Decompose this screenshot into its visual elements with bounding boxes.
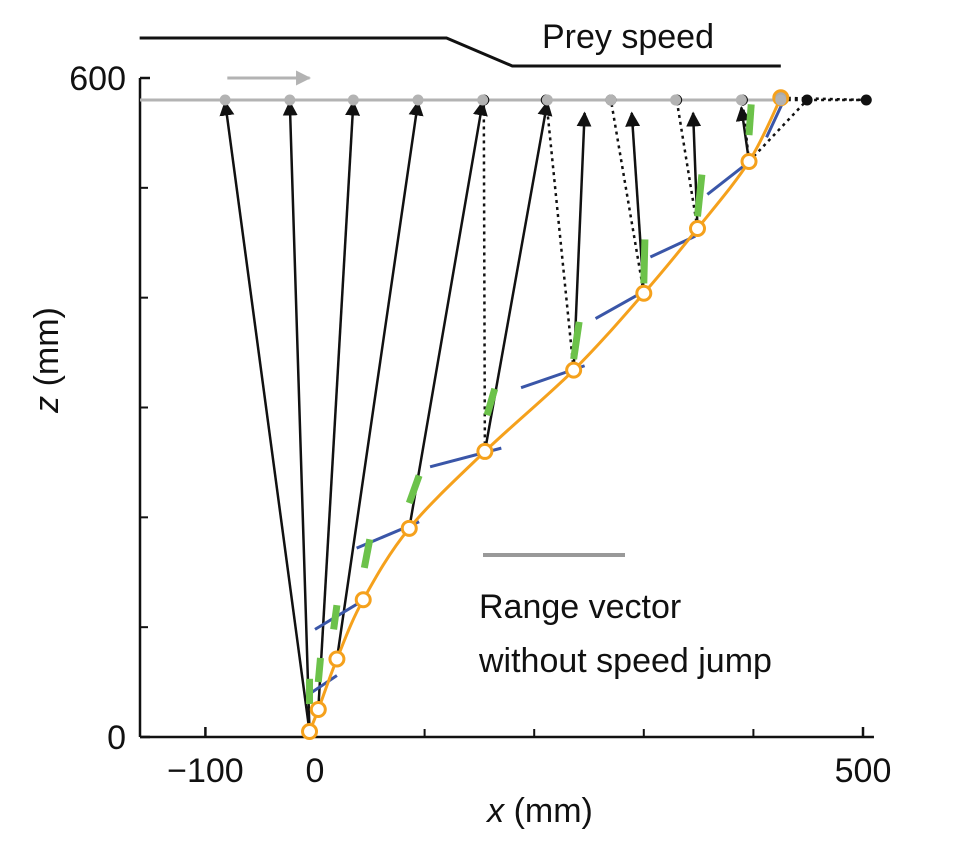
- green-segment: [745, 104, 755, 136]
- prey-position-gray: [219, 94, 231, 106]
- y-axis-tick-labels: 0 600: [69, 60, 126, 757]
- x-tick-label: −100: [167, 752, 244, 790]
- x-tick-label: 0: [306, 752, 325, 790]
- legend: Range vector without speed jump: [478, 553, 772, 680]
- blue-segment: [765, 103, 784, 138]
- range-vectors-solid: [219, 100, 751, 732]
- pursuer-path: [301, 89, 790, 741]
- x-axis-label: x (mm): [485, 792, 593, 830]
- green-segment: [570, 321, 583, 360]
- range-vector-dotted: [482, 99, 487, 452]
- green-segment: [360, 538, 374, 569]
- range-vectors-dotted: [482, 96, 867, 452]
- prey-position-gray: [347, 94, 359, 106]
- range-vector: [317, 100, 361, 710]
- range-vector-dotted: [675, 99, 699, 229]
- green-segment: [483, 387, 499, 417]
- blue-segment: [309, 674, 338, 695]
- prey-speed-indicator: Prey speed: [139, 18, 781, 68]
- y-axis-label-unit: (mm): [28, 307, 66, 396]
- pursuer-position-marker: [309, 701, 327, 719]
- chart-title: Prey speed: [542, 18, 714, 56]
- pursuer-position-marker: [565, 361, 583, 379]
- y-axis-ticks: [140, 76, 150, 739]
- range-vector: [408, 100, 488, 529]
- green-segment: [405, 474, 423, 505]
- prey-position-gray: [775, 94, 787, 106]
- range-vector: [282, 100, 311, 732]
- pursuer-position-marker: [635, 284, 653, 302]
- pursuer-position-marker: [301, 723, 319, 741]
- green-segment: [694, 174, 706, 217]
- prey-speed-profile-line: [139, 36, 781, 68]
- x-axis-label-variable: x: [485, 792, 505, 830]
- range-vector-dotted: [748, 99, 809, 163]
- pursuer-position-marker: [740, 152, 758, 170]
- green-segments: [306, 104, 755, 705]
- x-axis-label-unit: (mm): [504, 792, 593, 830]
- legend-label-line1: Range vector: [479, 588, 681, 626]
- range-vector: [735, 105, 751, 162]
- range-vector: [219, 100, 311, 732]
- prey-position-gray: [541, 94, 553, 106]
- pursuer-position-marker: [354, 591, 372, 609]
- legend-label-line2: without speed jump: [478, 642, 772, 680]
- prey-position-gray: [284, 94, 296, 106]
- prey-position-gray: [670, 94, 682, 106]
- range-vector: [335, 100, 424, 660]
- x-tick-label: 500: [835, 752, 892, 790]
- y-tick-label: 0: [107, 719, 126, 757]
- y-tick-label: 600: [69, 60, 126, 98]
- range-vector-dotted: [545, 99, 575, 371]
- pursuer-position-marker: [328, 650, 346, 668]
- prey-position-markers: [219, 94, 872, 106]
- green-segment: [640, 239, 649, 284]
- blue-segment: [314, 598, 366, 631]
- prey-position-black: [801, 94, 813, 106]
- pursuer-position-marker: [476, 442, 494, 460]
- prey-track: [140, 70, 781, 102]
- y-axis-label-variable: z: [28, 396, 66, 414]
- prey-position-gray: [412, 94, 424, 106]
- y-axis-label: z (mm): [28, 307, 66, 414]
- prey-position-gray: [735, 94, 747, 106]
- green-segment: [330, 604, 341, 630]
- pursuer-position-marker: [400, 519, 418, 537]
- prey-position-black: [860, 94, 872, 106]
- range-vector-dotted: [609, 99, 646, 294]
- green-segment: [314, 657, 324, 683]
- axes: 0 600 −100 0 500: [69, 60, 891, 790]
- prey-position-gray: [477, 94, 489, 106]
- prey-position-gray: [605, 94, 617, 106]
- x-axis-tick-labels: −100 0 500: [167, 752, 891, 790]
- pursuer-position-marker: [689, 219, 707, 237]
